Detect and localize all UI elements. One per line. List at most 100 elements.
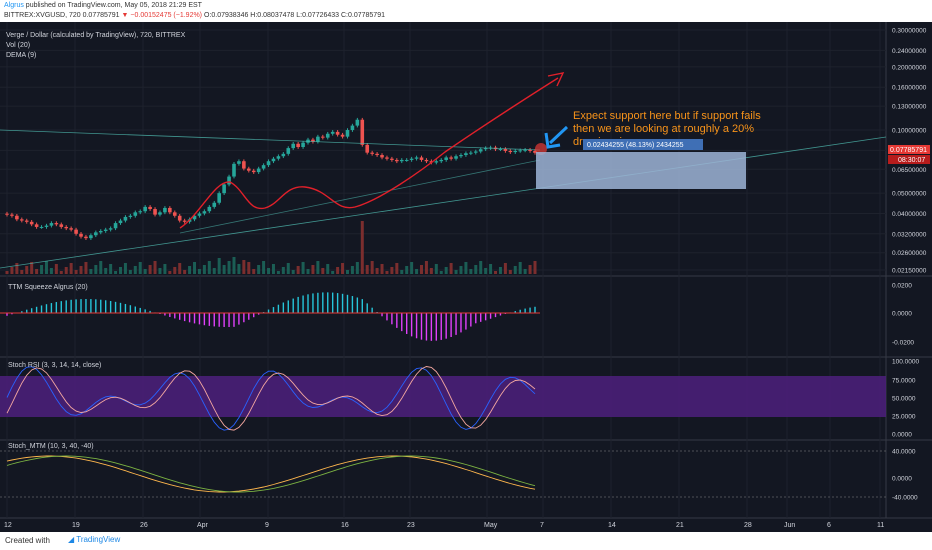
time-tag-bg bbox=[888, 155, 930, 164]
candle-body bbox=[340, 134, 345, 137]
candle-body bbox=[207, 206, 212, 212]
axes: 0.30000000 0.24000000 0.20000000 0.16000000… bbox=[4, 28, 927, 530]
volume-bar bbox=[415, 269, 419, 274]
candle-body bbox=[15, 215, 19, 220]
price-tick-label: 0.13000000 bbox=[892, 104, 927, 111]
volume-bar bbox=[202, 265, 206, 274]
volume-bar bbox=[267, 268, 271, 274]
candle-body bbox=[34, 224, 39, 227]
annotation-line2: then we are looking at roughly a 20% bbox=[573, 123, 754, 135]
candle-body bbox=[54, 223, 59, 225]
candle-body bbox=[395, 159, 399, 162]
candle-body bbox=[503, 148, 508, 151]
volume-bar bbox=[35, 269, 39, 274]
volume-bar bbox=[89, 269, 93, 274]
volume-bar bbox=[222, 265, 226, 274]
time-tag: 08:30:07 bbox=[898, 157, 925, 164]
volume-bar bbox=[64, 267, 68, 274]
volume-bar bbox=[276, 271, 280, 274]
projection-box[interactable] bbox=[536, 152, 746, 189]
volume-bar bbox=[227, 261, 231, 274]
footer: Created with ◢ TradingView bbox=[0, 532, 932, 550]
candle-body bbox=[399, 159, 404, 162]
volume-bar bbox=[375, 268, 379, 274]
volume-bar bbox=[143, 269, 147, 274]
candle-body bbox=[192, 215, 197, 220]
publish-line: Algrus published on TradingView.com, May… bbox=[4, 2, 202, 9]
volume-bar bbox=[25, 266, 29, 274]
candle-body bbox=[375, 153, 379, 156]
chart-canvas[interactable]: 0.30000000 0.24000000 0.20000000 0.16000000… bbox=[0, 22, 932, 532]
volume-bar bbox=[40, 265, 44, 274]
volume-bar bbox=[49, 268, 53, 274]
volume-bar bbox=[459, 266, 463, 274]
volume-bar bbox=[429, 268, 433, 274]
candle-body bbox=[316, 136, 320, 142]
candle-body bbox=[29, 221, 34, 225]
tradingview-logo[interactable]: ◢ TradingView bbox=[68, 535, 121, 544]
candle-body bbox=[217, 193, 221, 203]
candle-body bbox=[69, 228, 73, 230]
volume-bar bbox=[163, 264, 167, 274]
mtm-tick-label: 40.0000 bbox=[892, 449, 916, 456]
stochrsi-d-line bbox=[6, 366, 536, 431]
candle-body bbox=[10, 214, 14, 216]
volume-bar bbox=[128, 270, 132, 274]
volume-bar bbox=[59, 271, 63, 274]
candle-body bbox=[108, 228, 113, 230]
volume-bar bbox=[257, 265, 261, 274]
volume-bar bbox=[321, 268, 325, 274]
volume-bar bbox=[15, 263, 19, 274]
candle-body bbox=[424, 159, 429, 162]
candle-body bbox=[281, 153, 286, 157]
volume-bar bbox=[188, 266, 192, 274]
candle-body bbox=[404, 159, 409, 161]
last-price: 0.07785791 bbox=[82, 12, 120, 19]
candle-body bbox=[74, 229, 78, 234]
candle-body bbox=[291, 143, 296, 149]
volume-bar bbox=[44, 261, 48, 274]
candle-body bbox=[5, 213, 9, 215]
volume-bar bbox=[489, 264, 493, 274]
volume-bar bbox=[286, 263, 290, 274]
volume-bar bbox=[232, 257, 236, 274]
candle-body bbox=[355, 119, 360, 126]
volume-bar bbox=[69, 263, 73, 274]
candle-body bbox=[311, 139, 315, 142]
author-link[interactable]: Algrus bbox=[4, 2, 24, 9]
candle-body bbox=[335, 131, 340, 135]
measure-label: 0.02434255 (48.13%) 2434255 bbox=[587, 142, 684, 149]
symbol-line: BITTREX:XVGUSD, 720 0.07785791 ▼ −0.0015… bbox=[4, 12, 385, 19]
volume-bar bbox=[385, 271, 389, 274]
price-tick-label: 0.06500000 bbox=[892, 167, 927, 174]
volume-bar bbox=[494, 271, 498, 274]
candle-body bbox=[533, 150, 537, 153]
volume-bar bbox=[513, 266, 517, 274]
candle-body bbox=[98, 230, 103, 233]
candle-body bbox=[168, 207, 172, 213]
volume-bar bbox=[114, 271, 118, 274]
volume-bar bbox=[444, 267, 448, 274]
volume-bar bbox=[360, 221, 364, 274]
volume-bar bbox=[498, 267, 502, 274]
candle-body bbox=[390, 158, 394, 160]
candle-body bbox=[103, 229, 108, 231]
volume-bar bbox=[118, 267, 122, 274]
candle-body bbox=[172, 212, 177, 216]
candle-body bbox=[365, 144, 370, 153]
blue-arrow-head bbox=[544, 132, 561, 149]
price-tick-label: 0.30000000 bbox=[892, 28, 927, 35]
indicators bbox=[0, 292, 886, 498]
stochrsi-k-line bbox=[6, 366, 536, 431]
legend-dema: DEMA (9) bbox=[6, 52, 36, 59]
volume-bar bbox=[123, 263, 127, 274]
volume-bar bbox=[350, 266, 354, 274]
ttm-tick-label: 0.0200 bbox=[892, 283, 912, 290]
annotation-line1: Expect support here but if support fails bbox=[573, 110, 761, 122]
candle-body bbox=[464, 153, 468, 156]
volume-bar bbox=[365, 265, 369, 274]
candle-body bbox=[469, 152, 473, 154]
time-tick-label: 9 bbox=[265, 522, 269, 529]
volume-bar bbox=[390, 267, 394, 274]
volume-bar bbox=[533, 261, 537, 274]
